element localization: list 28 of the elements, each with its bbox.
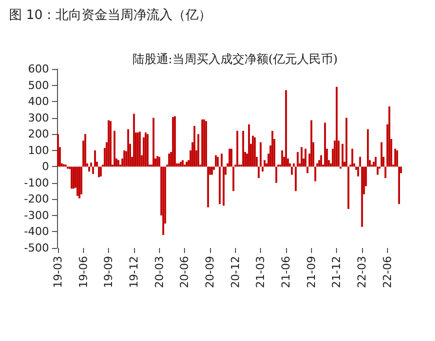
y-tick-label: -300 xyxy=(24,208,49,222)
y-tick-label: 400 xyxy=(28,95,49,108)
x-tick-label: 22-06 xyxy=(380,256,394,288)
x-tick-label: 21-12 xyxy=(330,256,344,288)
x-tick-label: 19-12 xyxy=(127,256,140,288)
chart-subtitle: 陆股通:当周买入成交净额(亿元人民币) xyxy=(132,52,338,66)
x-tick-label: 21-09 xyxy=(304,256,318,288)
x-tick-label: 20-09 xyxy=(204,256,217,288)
y-tick-label: 100 xyxy=(28,144,49,157)
y-tick-label: -500 xyxy=(24,242,49,254)
y-tick-label: 300 xyxy=(28,111,49,124)
x-tick-label: 21-03 xyxy=(254,256,268,288)
y-tick-label: -100 xyxy=(24,176,49,190)
y-tick-label: 500 xyxy=(28,78,49,92)
y-tick-label: -400 xyxy=(24,225,49,238)
x-tick-label: 20-12 xyxy=(228,256,242,288)
y-tick-label: 0 xyxy=(42,160,49,174)
x-tick-label: 19-03 xyxy=(51,256,64,288)
y-tick-label: -200 xyxy=(24,192,49,206)
y-tick-label: 200 xyxy=(28,128,49,141)
chart-title: 图 10：北向资金当周净流入（亿） xyxy=(9,7,212,23)
x-tick-label: 22-03 xyxy=(356,256,369,288)
x-tick-label: 19-06 xyxy=(76,256,90,288)
y-tick-label: 600 xyxy=(28,62,49,76)
x-tick-label: 21-06 xyxy=(280,256,293,288)
x-tick-label: 19-09 xyxy=(102,256,116,288)
x-tick-label: 20-03 xyxy=(152,256,166,288)
x-tick-label: 20-06 xyxy=(178,256,192,288)
